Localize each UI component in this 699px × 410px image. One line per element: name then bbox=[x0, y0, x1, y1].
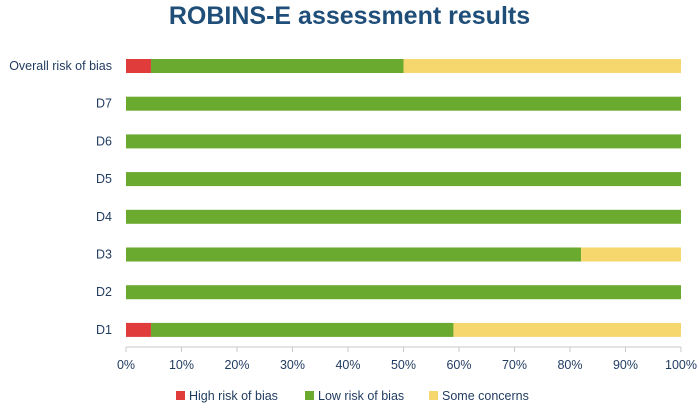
x-tick-label: 90% bbox=[613, 358, 638, 372]
bars-layer bbox=[126, 59, 681, 337]
category-label: D2 bbox=[96, 285, 112, 299]
x-tick-label: 10% bbox=[169, 358, 194, 372]
x-tick-label: 100% bbox=[665, 358, 697, 372]
category-label: Overall risk of bias bbox=[9, 59, 112, 73]
legend-label: Some concerns bbox=[442, 389, 529, 403]
bar-segment bbox=[126, 96, 681, 111]
x-tick-label: 80% bbox=[557, 358, 582, 372]
bar-segment bbox=[150, 59, 404, 73]
category-label: D4 bbox=[96, 210, 112, 224]
x-tick-label: 40% bbox=[335, 358, 360, 372]
x-tick-label: 60% bbox=[446, 358, 471, 372]
category-label: D7 bbox=[96, 97, 112, 111]
x-tick-label: 20% bbox=[224, 358, 249, 372]
bar-segment bbox=[126, 172, 681, 187]
bar-segment bbox=[403, 59, 681, 73]
x-axis: 0% 10% 20% 30% 40% 50% 60% 70% 80% 90% 100% bbox=[117, 346, 697, 372]
x-tick-label: 70% bbox=[502, 358, 527, 372]
legend-swatch bbox=[429, 391, 438, 400]
x-tick-label: 30% bbox=[280, 358, 305, 372]
chart-title: ROBINS-E assessment results bbox=[168, 2, 531, 30]
bar-segment bbox=[581, 247, 681, 262]
x-tick-label: 50% bbox=[391, 358, 416, 372]
x-tick-label: 0% bbox=[117, 358, 135, 372]
bar-segment bbox=[453, 322, 681, 337]
bar-segment bbox=[126, 59, 151, 73]
category-labels: Overall risk of bias D7 D6 D5 D4 D3 D2 D1 bbox=[9, 59, 112, 337]
bar-segment bbox=[150, 322, 454, 337]
category-label: D5 bbox=[96, 172, 112, 186]
legend-label: High risk of bias bbox=[189, 389, 278, 403]
bar-segment bbox=[126, 285, 681, 300]
bar-segment bbox=[126, 209, 681, 224]
category-label: D1 bbox=[96, 323, 112, 337]
legend-label: Low risk of bias bbox=[318, 389, 404, 403]
category-label: D3 bbox=[96, 248, 112, 262]
bar-segment bbox=[126, 247, 582, 262]
legend: High risk of bias Low risk of bias Some co… bbox=[176, 389, 529, 403]
bar-segment bbox=[126, 134, 681, 149]
legend-swatch bbox=[305, 391, 314, 400]
bar-segment bbox=[126, 322, 151, 337]
legend-swatch bbox=[176, 391, 185, 400]
category-label: D6 bbox=[96, 134, 112, 148]
